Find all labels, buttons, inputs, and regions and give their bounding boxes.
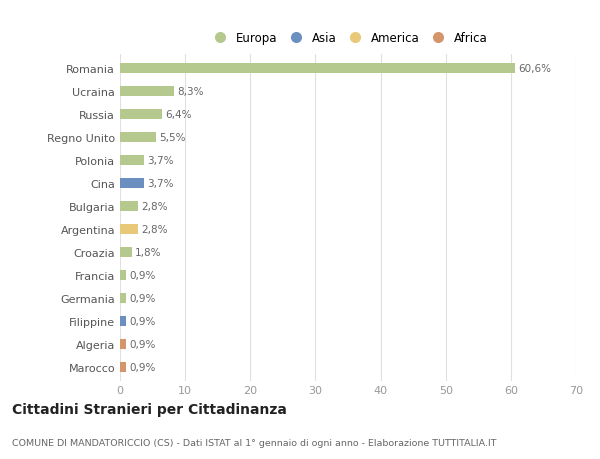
Text: Cittadini Stranieri per Cittadinanza: Cittadini Stranieri per Cittadinanza	[12, 402, 287, 416]
Bar	[120, 133, 156, 143]
Text: 0,9%: 0,9%	[129, 339, 155, 349]
Text: 1,8%: 1,8%	[135, 247, 161, 257]
Text: COMUNE DI MANDATORICCIO (CS) - Dati ISTAT al 1° gennaio di ogni anno - Elaborazi: COMUNE DI MANDATORICCIO (CS) - Dati ISTA…	[12, 438, 497, 447]
Bar	[120, 156, 144, 166]
Bar	[120, 339, 126, 349]
Bar	[120, 179, 144, 189]
Bar	[120, 270, 126, 280]
Text: 0,9%: 0,9%	[129, 316, 155, 326]
Text: 2,8%: 2,8%	[142, 224, 168, 235]
Bar	[120, 362, 126, 372]
Text: 60,6%: 60,6%	[518, 64, 551, 74]
Bar	[120, 87, 174, 97]
Text: 8,3%: 8,3%	[178, 87, 204, 97]
Bar	[120, 247, 132, 257]
Bar	[120, 110, 161, 120]
Text: 0,9%: 0,9%	[129, 362, 155, 372]
Text: 3,7%: 3,7%	[148, 179, 174, 189]
Bar	[120, 64, 515, 74]
Text: 5,5%: 5,5%	[159, 133, 185, 143]
Bar	[120, 224, 138, 235]
Legend: Europa, Asia, America, Africa: Europa, Asia, America, Africa	[209, 32, 487, 45]
Text: 0,9%: 0,9%	[129, 293, 155, 303]
Text: 2,8%: 2,8%	[142, 202, 168, 212]
Bar	[120, 293, 126, 303]
Text: 0,9%: 0,9%	[129, 270, 155, 280]
Text: 6,4%: 6,4%	[165, 110, 191, 120]
Bar	[120, 202, 138, 212]
Bar	[120, 316, 126, 326]
Text: 3,7%: 3,7%	[148, 156, 174, 166]
